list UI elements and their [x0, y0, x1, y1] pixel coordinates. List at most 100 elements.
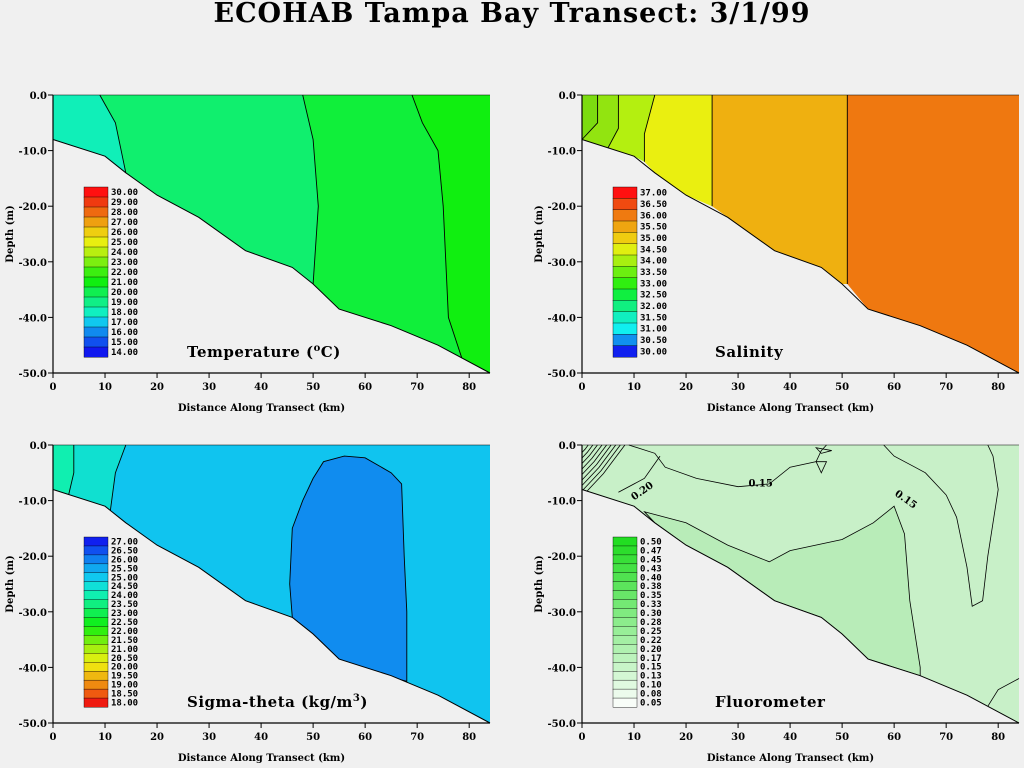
- x-tick-label: 30: [202, 732, 216, 743]
- contour-line: [109, 444, 127, 512]
- contour-line: [945, 444, 999, 607]
- contour-line: [814, 447, 832, 454]
- colorbar-swatch: [83, 296, 109, 308]
- colorbar-swatch: [612, 322, 638, 335]
- colorbar-label: 0.10: [640, 681, 662, 691]
- colorbar-label: 0.40: [640, 573, 662, 583]
- seafloor-line: [581, 489, 1020, 724]
- colorbar-label: 20.00: [111, 663, 138, 673]
- x-axis-label: Distance Along Transect (km): [707, 403, 874, 414]
- colorbar-label: 19.50: [111, 672, 138, 682]
- y-axis-label: Depth (m): [5, 555, 16, 612]
- colorbar-swatch: [612, 277, 638, 290]
- colorbar-swatch: [612, 243, 638, 256]
- colorbar-label: 0.08: [640, 690, 662, 700]
- colorbar-swatch: [83, 226, 109, 238]
- x-tick-label: 50: [835, 382, 849, 393]
- colorbar-label: 16.00: [111, 328, 138, 338]
- colorbar-swatch: [612, 563, 638, 574]
- colorbar-label: 27.00: [111, 218, 138, 228]
- y-tick-label: -10.0: [18, 497, 47, 508]
- y-tick-label: -30.0: [18, 608, 47, 619]
- y-tick-label: -20.0: [18, 202, 47, 213]
- contour-line: [581, 444, 621, 492]
- x-tick-label: 20: [679, 382, 693, 393]
- colorbar-label: 23.50: [111, 600, 138, 610]
- colorbar-label: 18.00: [111, 308, 138, 318]
- region-34.50: [608, 95, 655, 162]
- x-tick-label: 0: [579, 732, 586, 743]
- colorbar-label: 31.50: [640, 313, 667, 323]
- colorbar-label: 22.50: [111, 618, 138, 628]
- colorbar-swatch: [612, 581, 638, 592]
- x-tick-label: 20: [150, 382, 164, 393]
- colorbar-label: 30.00: [111, 188, 138, 198]
- x-tick-label: 30: [731, 382, 745, 393]
- colorbar-label: 31.00: [640, 325, 667, 335]
- colorbar-label: 21.00: [111, 278, 138, 288]
- colorbar-label: 35.00: [640, 234, 667, 244]
- colorbar-swatch: [612, 671, 638, 681]
- seafloor-line: [52, 489, 491, 724]
- x-tick-label: 50: [306, 382, 320, 393]
- colorbar-label: 14.00: [111, 348, 138, 358]
- x-tick-label: 80: [991, 732, 1005, 743]
- contour-label: 0.15: [748, 479, 772, 490]
- x-tick-label: 70: [410, 732, 424, 743]
- colorbar-label: 34.50: [640, 245, 667, 255]
- colorbar-swatch: [83, 617, 109, 627]
- y-tick-label: 0.0: [559, 441, 576, 452]
- contour-line: [581, 95, 599, 140]
- colorbar-label: 24.00: [111, 591, 138, 601]
- colorbar-swatch: [612, 599, 638, 610]
- colorbar-label: 0.20: [640, 645, 662, 655]
- colorbar-swatch: [83, 216, 109, 228]
- x-tick-label: 40: [254, 382, 268, 393]
- colorbar-swatch: [612, 554, 638, 565]
- region-19.00: [53, 95, 126, 173]
- colorbar-label: 33.50: [640, 268, 667, 278]
- x-tick-label: 10: [98, 732, 112, 743]
- colorbar-label: 24.00: [111, 248, 138, 258]
- colorbar-label: 0.45: [640, 555, 662, 565]
- colorbar-swatch: [83, 662, 109, 672]
- colorbar-swatch: [612, 186, 638, 199]
- contour-line: [302, 94, 319, 285]
- colorbar-swatch: [83, 346, 109, 358]
- colorbar-swatch: [612, 653, 638, 663]
- region-35.00: [644, 95, 713, 207]
- x-tick-label: 60: [887, 732, 901, 743]
- colorbar-label: 36.50: [640, 200, 667, 210]
- colorbar-label: 26.00: [111, 228, 138, 238]
- colorbar-label: 0.13: [640, 672, 662, 682]
- region-36.00: [847, 95, 1019, 373]
- colorbar-label: 17.00: [111, 318, 138, 328]
- colorbar-swatch: [83, 536, 109, 547]
- colorbar-swatch: [612, 334, 638, 347]
- x-tick-label: 0: [50, 382, 57, 393]
- colorbar-swatch: [83, 246, 109, 258]
- y-tick-label: -30.0: [547, 608, 576, 619]
- colorbar-label: 25.00: [111, 573, 138, 583]
- contour-line: [581, 444, 603, 470]
- y-tick-label: -50.0: [18, 719, 47, 730]
- colorbar-swatch: [612, 300, 638, 313]
- colorbar-label: 27.00: [111, 537, 138, 547]
- panel-1: 0.0 -10.0 -20.0 -30.0 -40.0 -50.00 10 20 30 40 50 6…: [534, 91, 1020, 414]
- region-24.00: [53, 445, 74, 495]
- colorbar-swatch: [83, 545, 109, 556]
- y-tick-label: -50.0: [547, 369, 576, 380]
- colorbar-label: 37.00: [640, 189, 667, 199]
- contour-line: [987, 678, 1020, 707]
- colorbar-swatch: [83, 671, 109, 681]
- seafloor: [582, 139, 1019, 373]
- x-tick-label: 80: [462, 382, 476, 393]
- colorbar-swatch: [83, 256, 109, 268]
- contour-line: [883, 444, 947, 496]
- colorbar-label: 32.00: [640, 302, 667, 312]
- colorbar-label: 0.50: [640, 537, 662, 547]
- panel-title: Fluorometer: [715, 693, 826, 711]
- colorbar-swatch: [83, 697, 109, 708]
- y-tick-label: -20.0: [547, 202, 576, 213]
